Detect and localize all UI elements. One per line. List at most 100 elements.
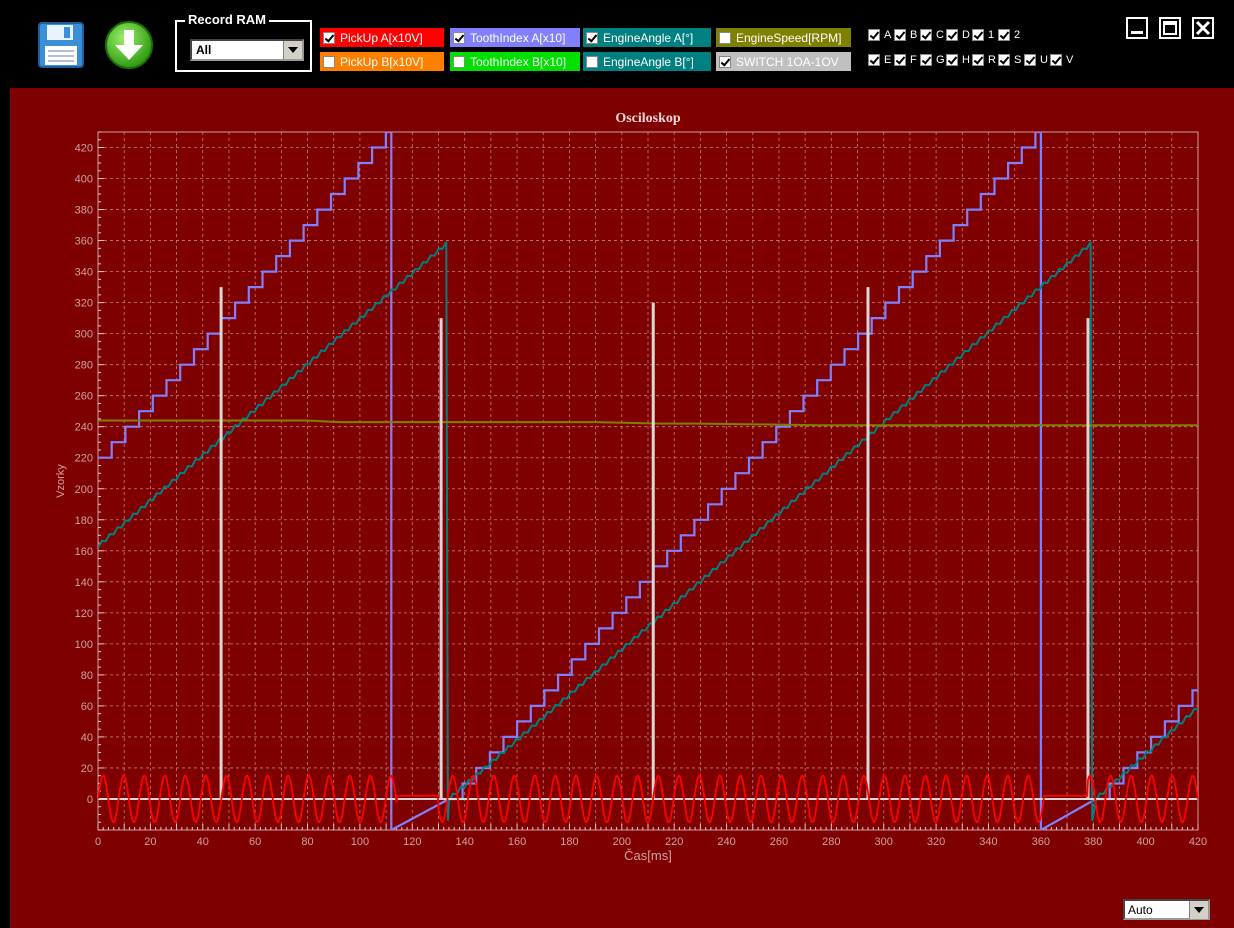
checkbox[interactable] <box>998 54 1010 66</box>
y-tick-label: 380 <box>75 205 93 217</box>
signal-label: R <box>988 54 996 66</box>
y-axis-label: Vzorky <box>55 464 67 498</box>
y-tick-label: 300 <box>75 329 93 341</box>
signal-label: B <box>910 29 918 41</box>
checkbox[interactable] <box>323 55 335 68</box>
y-tick-label: 400 <box>75 174 93 186</box>
signal-label: S <box>1014 54 1022 66</box>
x-tick-label: 80 <box>301 836 313 848</box>
x-tick-label: 420 <box>1189 836 1207 848</box>
x-tick-label: 380 <box>1084 836 1102 848</box>
y-tick-label: 360 <box>75 236 93 248</box>
y-tick-label: 0 <box>87 794 93 806</box>
checkbox[interactable] <box>453 31 465 44</box>
save-button[interactable] <box>38 22 84 68</box>
x-tick-label: 100 <box>351 836 369 848</box>
zoom-mode-select[interactable]: Auto <box>1123 899 1210 920</box>
signal-toggle-a[interactable]: A <box>868 27 891 43</box>
record-ram-select[interactable]: All <box>190 39 304 61</box>
y-tick-label: 140 <box>75 577 93 589</box>
signal-toggle-2[interactable]: 2 <box>998 27 1020 43</box>
signal-toggle-s[interactable]: S <box>998 52 1021 68</box>
signal-toggle-f[interactable]: F <box>894 52 917 68</box>
y-tick-label: 340 <box>75 267 93 279</box>
checkbox[interactable] <box>868 29 880 41</box>
checkbox[interactable] <box>868 54 880 66</box>
signal-label: F <box>910 54 917 66</box>
signal-toggle-1[interactable]: 1 <box>972 27 994 43</box>
checkbox[interactable] <box>894 54 906 66</box>
x-tick-label: 360 <box>1032 836 1050 848</box>
y-tick-label: 320 <box>75 298 93 310</box>
channel-toggle-pickup-a[interactable]: PickUp A[x10V] <box>320 28 444 47</box>
checkbox[interactable] <box>586 55 598 68</box>
signal-label: H <box>962 54 970 66</box>
checkbox[interactable] <box>998 29 1010 41</box>
record-ram-value: All <box>196 43 212 57</box>
x-tick-label: 260 <box>770 836 788 848</box>
channel-toggle-enginespeed[interactable]: EngineSpeed[RPM] <box>716 28 851 47</box>
green-download-arrow-icon <box>105 21 153 69</box>
y-tick-label: 40 <box>81 732 93 744</box>
close-icon <box>1195 20 1211 36</box>
maximize-icon <box>1163 21 1177 35</box>
signal-toggle-b[interactable]: B <box>894 27 917 43</box>
channel-toggle-switch[interactable]: SWITCH 1OA-1OV <box>716 52 851 71</box>
signal-toggle-h[interactable]: H <box>946 52 970 68</box>
signal-toggle-c[interactable]: C <box>920 27 944 43</box>
channel-label: SWITCH 1OA-1OV <box>736 54 839 69</box>
checkbox[interactable] <box>972 29 984 41</box>
checkbox[interactable] <box>946 29 958 41</box>
signal-toggle-v[interactable]: V <box>1050 52 1073 68</box>
signal-toggle-g[interactable]: G <box>920 52 945 68</box>
checkbox[interactable] <box>453 55 465 68</box>
dropdown-arrow-icon[interactable] <box>1189 901 1208 919</box>
maximize-button[interactable] <box>1159 17 1181 39</box>
checkbox[interactable] <box>972 54 984 66</box>
download-button[interactable] <box>104 20 154 70</box>
x-tick-label: 280 <box>822 836 840 848</box>
checkbox[interactable] <box>946 54 958 66</box>
signal-toggle-r[interactable]: R <box>972 52 996 68</box>
checkbox[interactable] <box>920 54 932 66</box>
channel-label: EngineSpeed[RPM] <box>736 30 842 45</box>
series-line-engineangle-a <box>98 241 1198 821</box>
signal-toggle-d[interactable]: D <box>946 27 970 43</box>
channel-label: EngineAngle A[°] <box>603 30 694 45</box>
y-tick-label: 20 <box>81 763 93 775</box>
minimize-button[interactable] <box>1126 17 1148 39</box>
checkbox[interactable] <box>920 29 932 41</box>
close-button[interactable] <box>1192 17 1214 39</box>
channel-label: EngineAngle B[°] <box>603 54 694 69</box>
x-tick-label: 120 <box>403 836 421 848</box>
zoom-mode-value: Auto <box>1128 903 1153 917</box>
checkbox[interactable] <box>894 29 906 41</box>
series-line-enginespeed-rpm <box>98 419 1198 427</box>
channel-label: ToothIndex A[x10] <box>470 30 566 45</box>
x-tick-label: 400 <box>1136 836 1154 848</box>
checkbox[interactable] <box>719 55 731 68</box>
signal-toggle-u[interactable]: U <box>1024 52 1048 68</box>
checkbox[interactable] <box>586 31 598 44</box>
dropdown-arrow-icon[interactable] <box>283 41 302 59</box>
channel-toggle-toothindex-a[interactable]: ToothIndex A[x10] <box>450 28 580 47</box>
checkbox[interactable] <box>1024 54 1036 66</box>
channel-toggle-pickup-b[interactable]: PickUp B[x10V] <box>320 52 444 71</box>
checkbox[interactable] <box>323 31 335 44</box>
signal-toggle-e[interactable]: E <box>868 52 891 68</box>
y-tick-label: 240 <box>75 422 93 434</box>
channel-toggle-engineangle-b[interactable]: EngineAngle B[°] <box>583 52 711 71</box>
x-tick-label: 140 <box>455 836 473 848</box>
channel-toggle-toothindex-b[interactable]: ToothIndex B[x10] <box>450 52 580 71</box>
channel-toggle-engineangle-a[interactable]: EngineAngle A[°] <box>583 28 711 47</box>
floppy-disk-icon <box>38 22 84 68</box>
checkbox[interactable] <box>1050 54 1062 66</box>
signal-label: D <box>962 29 970 41</box>
x-axis-label: Čas[ms] <box>624 848 672 863</box>
x-tick-label: 200 <box>613 836 631 848</box>
channel-label: ToothIndex B[x10] <box>470 54 567 69</box>
checkbox[interactable] <box>719 31 731 44</box>
oscilloscope-chart[interactable]: 0 20 40 60 80 100 120 140 160 180 200 220 240 260 280 3… <box>10 88 1234 928</box>
plot-series <box>98 132 1198 830</box>
toolbar: Record RAM All PickUp A[x10V] PickUp B[x1… <box>0 0 1234 88</box>
